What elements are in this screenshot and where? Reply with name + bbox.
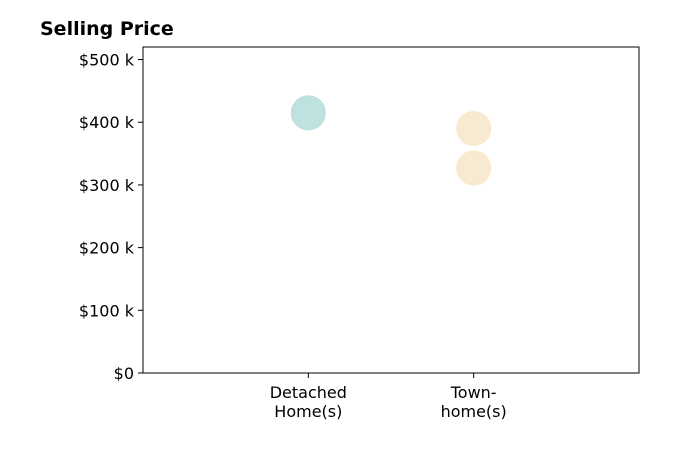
- x-tick-label-line: Home(s): [274, 402, 342, 421]
- x-tick-label: Detached Home(s): [270, 383, 347, 421]
- x-axis: Detached Home(s) Town-home(s): [270, 373, 507, 421]
- y-tick-label: $300 k: [79, 176, 135, 195]
- plot-area: [142, 46, 640, 374]
- x-tick-label-line: Detached: [270, 383, 347, 402]
- data-points: [290, 95, 492, 186]
- x-tick-label-line: home(s): [441, 402, 507, 421]
- data-point: [290, 95, 326, 131]
- data-point: [456, 111, 492, 146]
- y-tick-label: $500 k: [79, 51, 135, 70]
- chart-title: Selling Price: [40, 18, 174, 40]
- y-tick-label: $400 k: [79, 113, 135, 132]
- y-tick-label: $100 k: [79, 301, 135, 320]
- x-tick-label: Town-home(s): [441, 383, 507, 421]
- data-point: [456, 150, 492, 186]
- y-tick-label: $0: [114, 364, 134, 383]
- y-axis: $0 $100 k $200 k $300 k $400 k $500 k: [79, 51, 143, 383]
- y-tick-label: $200 k: [79, 239, 135, 258]
- x-tick-label-line: Town-: [450, 383, 497, 402]
